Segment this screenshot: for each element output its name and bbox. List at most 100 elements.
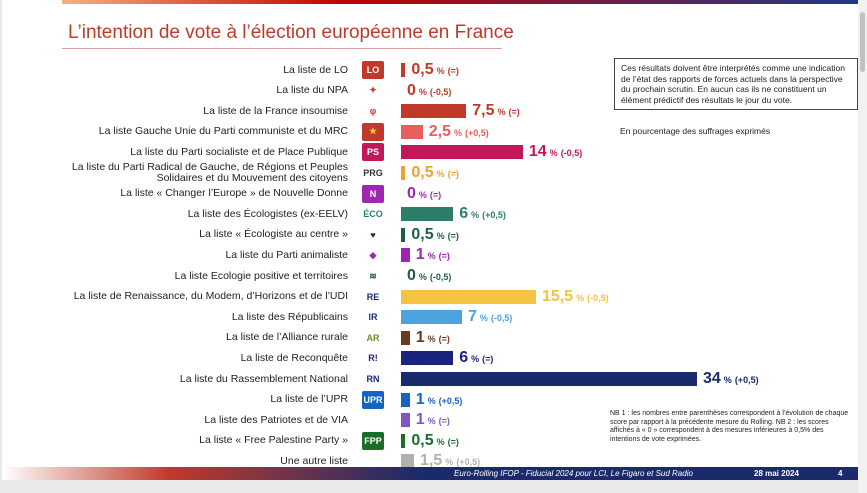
value-label: 1% (=) — [416, 410, 450, 430]
category-label: La liste de LO — [283, 63, 348, 76]
percent-sign: % — [471, 210, 480, 221]
category-label: La liste du Rassemblement National — [179, 372, 348, 385]
category-label: La liste « Écologiste au centre » — [199, 228, 348, 241]
chart-row: La liste « Changer l’Europe » de Nouvell… — [2, 184, 860, 204]
party-logo-icon: ≋ — [362, 267, 384, 285]
percent-sign: % — [436, 436, 445, 447]
bar — [401, 310, 462, 325]
party-logo-icon: PS — [362, 143, 384, 162]
change-label: (=) — [482, 354, 494, 365]
value-number: 0 — [407, 267, 416, 284]
party-logo-icon: PRG — [362, 164, 384, 182]
party-logo-icon: φ — [362, 102, 384, 121]
chart-row: La liste des Patriotes et de VIA 1% (=) — [2, 410, 860, 430]
value-number: 0,5 — [411, 164, 434, 181]
value-number: 1 — [415, 328, 425, 346]
footnote: NB 1 : les nombres entre parenthèses cor… — [610, 410, 849, 443]
change-label: (-0,5) — [560, 148, 583, 159]
bar — [401, 145, 523, 160]
chart-row: La liste du Rassemblement National RN 34%(… — [2, 369, 860, 389]
change-label: (=) — [438, 251, 450, 262]
value-label: 7,5% (=) — [472, 101, 520, 121]
value-label: 34% (+0,5) — [703, 369, 759, 389]
percent-sign: % — [418, 272, 427, 282]
value-number: 0,5 — [411, 225, 434, 243]
category-label: La liste Ecologie positive et territoire… — [174, 269, 348, 282]
percent-sign: % — [436, 169, 445, 179]
chart-row: La liste des Écologistes (ex-EELV) ÉCO 6%(… — [2, 204, 860, 224]
category-label: La liste des Écologistes (ex-EELV) — [187, 207, 348, 220]
chart-row: La liste de la France insoumise φ 7,5% (=) — [2, 101, 860, 121]
party-logo-icon: RN — [362, 370, 384, 388]
bar — [401, 166, 406, 180]
value-label: 0% (-0,5) — [407, 81, 451, 101]
page-number: 4 — [838, 469, 843, 478]
bar — [401, 289, 536, 304]
value-number: 7,5 — [472, 102, 495, 120]
chart-row: La liste Ecologie positive et territoire… — [2, 266, 860, 286]
category-label: La liste des Républicains — [231, 310, 348, 323]
chart-row: La liste de l’UPR UPR 1% (+0,5) — [2, 390, 860, 410]
value-label: 15,5% (-0,5) — [542, 287, 609, 307]
category-label: La liste de l’Alliance rurale — [226, 331, 348, 344]
bar — [401, 207, 454, 222]
change-label: (+0,5) — [456, 457, 481, 468]
unit-note: En pourcentage des suffrages exprimés — [620, 126, 771, 136]
percent-sign: % — [436, 230, 445, 241]
bar — [401, 392, 410, 407]
value-label: 2,5% (+0,5) — [429, 122, 489, 142]
chart-row: La liste de Renaissance, du Modem, d’Hor… — [2, 287, 860, 307]
bar — [401, 124, 423, 139]
value-number: 0 — [407, 81, 416, 99]
bar — [401, 454, 415, 469]
change-label: (=) — [447, 66, 459, 76]
value-label: 7% (-0,5) — [468, 307, 512, 327]
percent-sign: % — [497, 107, 506, 118]
percent-sign: % — [723, 375, 732, 385]
change-label: (-0,5) — [429, 272, 452, 282]
value-number: 14 — [528, 143, 547, 161]
bar — [401, 413, 410, 428]
chart-row: La liste du NPA ✦ 0% (-0,5) — [2, 81, 860, 101]
percent-sign: % — [471, 354, 480, 365]
percent-sign: % — [427, 416, 436, 427]
bar — [401, 248, 410, 263]
party-logo-icon: FPP — [362, 431, 384, 450]
change-label: (=) — [508, 107, 520, 118]
chart-row: La liste de l’Alliance rurale AR 1% (=) — [2, 328, 860, 348]
category-label: La liste du Parti Radical de Gauche, de … — [71, 161, 348, 184]
value-label: 0% (-0,5) — [407, 266, 451, 286]
value-label: 0,5% (=) — [411, 225, 459, 245]
scrollbar[interactable] — [858, 0, 867, 493]
slide: L’intention de vote à l’élection europée… — [2, 0, 860, 480]
value-label: 1,5% (+0,5) — [420, 451, 480, 471]
party-logo-icon: lR — [362, 308, 384, 327]
bar — [401, 433, 406, 448]
category-label: La liste du Parti socialiste et de Place… — [130, 145, 348, 158]
percent-sign: % — [479, 313, 488, 324]
percent-sign: % — [576, 292, 585, 303]
disclaimer-box: Ces résultats doivent être interprétés c… — [614, 58, 858, 110]
value-number: 6 — [459, 205, 469, 223]
value-number: 0,5 — [411, 431, 434, 449]
value-label: 6% (=) — [459, 348, 493, 368]
party-logo-icon: ★ — [362, 122, 384, 141]
bar — [401, 63, 406, 77]
party-logo-icon: ♥ — [362, 225, 384, 244]
percent-sign: % — [549, 148, 558, 159]
value-number: 34 — [703, 370, 721, 387]
percent-sign: % — [427, 395, 436, 406]
bar — [401, 104, 467, 119]
scrollbar-thumb[interactable] — [860, 12, 865, 72]
value-label: 0,5% (=) — [411, 60, 459, 80]
bar — [401, 351, 454, 366]
category-label: La liste de la France insoumise — [203, 104, 348, 117]
chart-row: La liste « Free Palestine Party » FPP 0,5%… — [2, 431, 860, 451]
value-number: 1 — [415, 390, 425, 408]
value-label: 14% (-0,5) — [529, 142, 582, 162]
footer-source: Euro-Rolling IFOP - Fiducial 2024 pour L… — [454, 469, 693, 478]
chart-row: La liste « Écologiste au centre » ♥ 0,5% (=… — [2, 225, 860, 245]
bar — [401, 330, 410, 345]
chart-row: La liste de Reconquête R! 6% (=) — [2, 348, 860, 368]
change-label: (-0,5) — [429, 86, 452, 97]
